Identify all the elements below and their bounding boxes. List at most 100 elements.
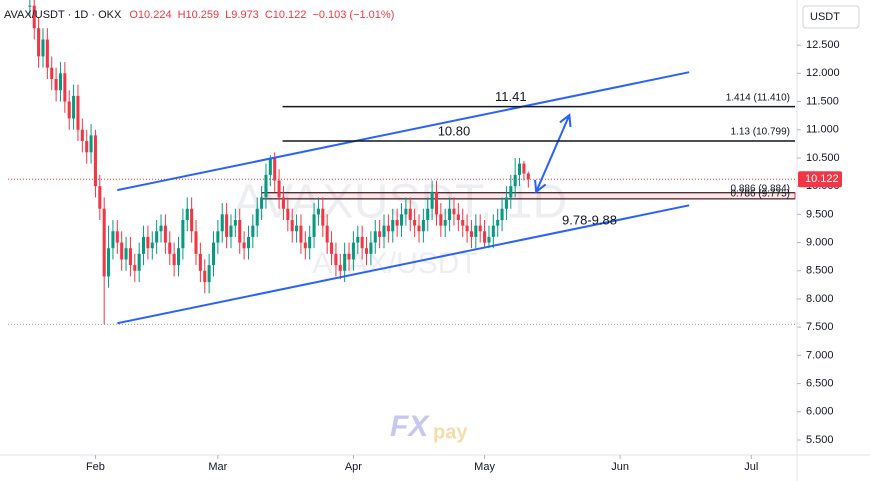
- x-tick-label: Jul: [744, 461, 758, 473]
- candle-body: [176, 248, 181, 266]
- candle-body: [452, 208, 456, 215]
- candle-body: [364, 248, 369, 254]
- y-tick-label: 10.500: [806, 152, 840, 164]
- y-tick-label: 11.000: [806, 124, 839, 136]
- candle-body: [421, 219, 425, 232]
- candle-body: [207, 265, 211, 283]
- arrow: [534, 113, 572, 194]
- x-tick-label: Jun: [611, 461, 629, 473]
- candle-body: [478, 225, 482, 232]
- candle-body: [54, 78, 58, 91]
- candle-body: [443, 219, 447, 226]
- candle-body: [483, 231, 487, 243]
- candle-body: [233, 219, 237, 226]
- candle-body: [198, 253, 202, 271]
- candle-body: [142, 236, 146, 254]
- y-tick-label: 6.000: [806, 406, 834, 418]
- candle-body: [115, 231, 119, 243]
- candle-body: [312, 214, 316, 237]
- candle-body: [369, 242, 373, 254]
- candle-body: [238, 219, 242, 243]
- candle-body: [260, 197, 264, 209]
- candle-body: [316, 208, 320, 215]
- candle-body: [434, 191, 439, 215]
- candle-body: [334, 253, 338, 266]
- candle-body: [461, 219, 465, 226]
- logo-pay: pay: [433, 421, 468, 443]
- candle-body: [408, 208, 412, 220]
- candle-body: [45, 39, 49, 68]
- candle-body: [80, 129, 84, 142]
- logo-fx: FX: [390, 410, 430, 443]
- candle-body: [28, 5, 32, 7]
- candle-body: [325, 225, 329, 243]
- candle-body: [509, 186, 513, 198]
- candle-body: [268, 157, 272, 175]
- candle-body: [150, 242, 154, 249]
- candle-body: [491, 225, 495, 237]
- y-tick-label: 7.500: [806, 321, 834, 333]
- candle-body: [264, 174, 268, 198]
- level-label: 10.80: [438, 123, 471, 138]
- candle-body: [242, 242, 246, 249]
- level-right-label: 1.13 (10.799): [731, 127, 791, 138]
- candle-body: [456, 214, 460, 220]
- candle-body: [137, 253, 141, 271]
- candle-body: [417, 225, 421, 232]
- candle-body: [163, 225, 167, 243]
- candle-body: [343, 253, 347, 271]
- candle-body: [181, 219, 185, 249]
- x-tick-label: May: [474, 461, 495, 473]
- candle-body: [168, 242, 172, 254]
- channel-line: [117, 204, 690, 325]
- candle-body: [229, 225, 233, 237]
- candle-body: [93, 135, 97, 187]
- zone-top-label: 0.886 (9.884): [731, 183, 791, 194]
- candle-body: [211, 242, 216, 266]
- candle-body: [299, 225, 303, 243]
- candle-body: [273, 157, 277, 181]
- candle-body: [98, 186, 102, 209]
- candle-body: [347, 253, 351, 260]
- y-tick-label: 7.000: [806, 349, 834, 361]
- x-tick-label: Feb: [86, 461, 105, 473]
- y-tick-label: 12.500: [806, 39, 840, 51]
- candle-body: [386, 225, 390, 232]
- candle-body: [448, 208, 452, 220]
- candle-body: [426, 208, 430, 220]
- currency-box[interactable]: [802, 5, 860, 29]
- y-tick-label: 6.500: [806, 377, 834, 389]
- candle-body: [430, 191, 434, 209]
- candle-body: [203, 270, 207, 283]
- candle-body: [85, 141, 89, 153]
- ohlc-value: H10.259: [178, 9, 220, 21]
- candle-body: [107, 248, 111, 277]
- y-tick-label: 8.000: [806, 293, 834, 305]
- candle-body: [504, 197, 508, 209]
- zone: [261, 192, 796, 200]
- candle-body: [159, 225, 163, 232]
- candle-body: [255, 208, 259, 226]
- candle-body: [373, 231, 377, 243]
- ohlc-value: L9.973: [225, 9, 259, 21]
- candle-body: [111, 231, 115, 249]
- candle-body: [67, 101, 71, 119]
- level-right-label: 1.414 (11.410): [726, 92, 790, 103]
- level-label: 11.41: [495, 89, 527, 104]
- candle-body: [465, 225, 469, 232]
- candle-body: [281, 197, 285, 209]
- candle-body: [308, 236, 312, 249]
- price-tag-label: 10.122: [805, 173, 839, 185]
- y-tick-label: 5.500: [806, 434, 834, 446]
- candle-body: [286, 208, 290, 220]
- candle-body: [102, 208, 106, 277]
- ohlc-value: −0.103 (−1.01%): [312, 9, 394, 21]
- candle-body: [487, 236, 491, 243]
- candle-body: [360, 236, 364, 249]
- candle-body: [391, 219, 395, 232]
- y-tick-label: 8.500: [806, 265, 834, 277]
- y-tick-label: 9.500: [806, 208, 834, 220]
- candle-body: [439, 214, 443, 226]
- candle-body: [155, 231, 159, 243]
